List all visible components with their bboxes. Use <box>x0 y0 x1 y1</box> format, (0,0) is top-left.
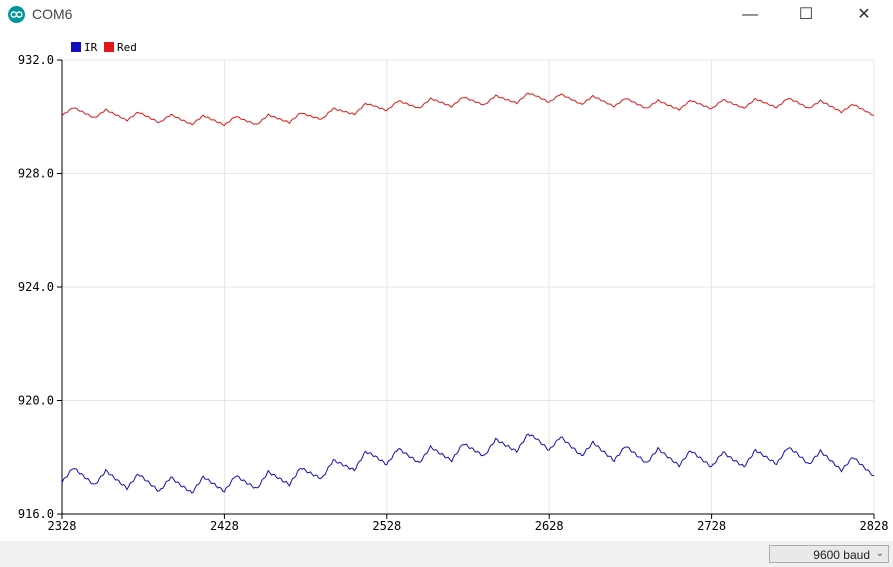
maximize-button[interactable]: ☐ <box>798 6 814 23</box>
baud-rate-select[interactable]: 9600 baud ⌄ <box>769 545 889 563</box>
x-tick-label: 2528 <box>372 519 401 533</box>
baud-rate-value: 9600 baud <box>813 548 870 562</box>
x-tick-label: 2728 <box>697 519 726 533</box>
legend: IR Red <box>71 41 137 54</box>
y-axis-ticks: 932.0 928.0 924.0 920.0 916.0 <box>18 53 62 521</box>
legend-swatch-red <box>104 42 114 52</box>
series-lines <box>61 92 875 494</box>
y-tick-label: 916.0 <box>18 507 54 521</box>
arduino-icon <box>8 6 25 23</box>
y-tick-label: 928.0 <box>18 167 54 181</box>
chevron-down-icon: ⌄ <box>875 548 884 559</box>
minimize-button[interactable]: — <box>742 6 758 23</box>
close-button[interactable]: ✕ <box>857 6 871 23</box>
x-tick-label: 2328 <box>48 519 77 533</box>
serial-plotter: 932.0 928.0 924.0 920.0 916.0 2328 2428 2528 26… <box>0 30 893 541</box>
line-chart: 932.0 928.0 924.0 920.0 916.0 2328 2428 2528 26… <box>18 41 889 533</box>
status-bar: 9600 baud ⌄ <box>0 541 893 567</box>
y-tick-label: 932.0 <box>18 53 54 67</box>
x-tick-label: 2628 <box>535 519 564 533</box>
series-line-red <box>61 92 875 126</box>
legend-label-red: Red <box>117 41 137 54</box>
title-bar: COM6 — ☐ ✕ <box>0 0 893 30</box>
x-axis-ticks: 2328 2428 2528 2628 2728 2828 <box>48 514 889 533</box>
x-tick-label: 2828 <box>860 519 889 533</box>
legend-swatch-ir <box>71 42 81 52</box>
x-tick-label: 2428 <box>210 519 239 533</box>
y-tick-label: 920.0 <box>18 394 54 408</box>
series-line-ir <box>61 433 875 494</box>
y-tick-label: 924.0 <box>18 280 54 294</box>
window-title: COM6 <box>32 6 73 22</box>
legend-label-ir: IR <box>84 41 98 54</box>
